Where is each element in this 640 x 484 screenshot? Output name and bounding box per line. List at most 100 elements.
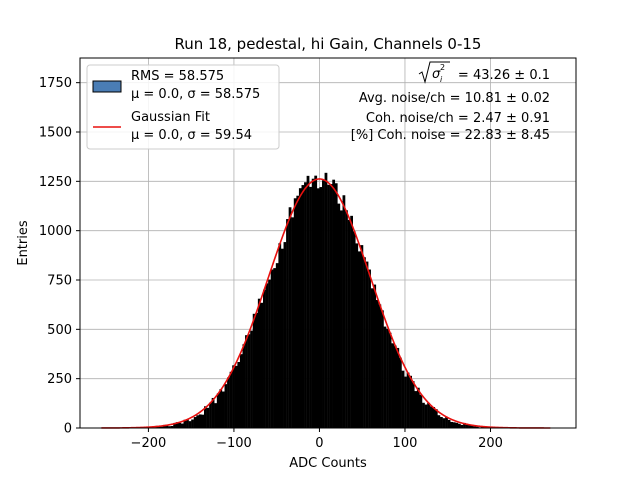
histogram-bar — [445, 417, 448, 428]
legend-label-histogram: RMS = 58.575 — [131, 69, 224, 84]
histogram-bar — [332, 180, 335, 428]
histogram-bar — [307, 176, 310, 428]
histogram-bar — [207, 408, 210, 428]
histogram-bar — [391, 343, 394, 428]
x-tick-label: −100 — [216, 436, 252, 451]
annotation-coh-noise-pct: [%] Coh. noise = 22.83 ± 8.45 — [351, 128, 550, 143]
histogram-bar — [450, 422, 453, 428]
histogram-bar — [435, 409, 438, 428]
histogram-bar — [330, 184, 333, 428]
noise-annotations: σ i 2 = 43.26 ± 0.1 Avg. noise/ch = 10.8… — [351, 62, 550, 143]
histogram-bar — [237, 362, 240, 428]
histogram-bar — [225, 384, 228, 428]
histogram-bar — [242, 344, 245, 428]
histogram-bar — [458, 424, 461, 428]
histogram-bar — [402, 371, 405, 428]
histogram-bar — [301, 185, 304, 428]
histogram-bar — [407, 373, 410, 428]
histogram-bar — [366, 262, 369, 428]
y-tick-label: 1000 — [39, 224, 72, 239]
histogram-bar — [304, 182, 307, 428]
histogram-bar — [389, 333, 392, 428]
histogram-bar — [178, 423, 181, 428]
x-tick-label: 0 — [315, 436, 323, 451]
histogram-bar — [443, 418, 446, 428]
histogram-bar — [404, 377, 407, 428]
histogram-bar — [353, 231, 356, 428]
x-axis-label: ADC Counts — [289, 456, 367, 471]
x-tick-label: 200 — [478, 436, 503, 451]
histogram-bar — [417, 388, 420, 428]
histogram-bar — [453, 422, 456, 428]
histogram-bar — [427, 403, 430, 428]
histogram-bar — [266, 283, 269, 428]
histogram-bar — [240, 354, 243, 428]
histogram-bar — [368, 270, 371, 428]
sigma-symbol: σ i 2 — [419, 62, 450, 84]
annotation-sigma-value: = 43.26 ± 0.1 — [458, 68, 550, 83]
histogram-bar — [199, 414, 202, 428]
histogram-bar — [425, 405, 428, 428]
svg-text:2: 2 — [440, 63, 445, 72]
histogram-bar — [222, 392, 225, 428]
histogram-bar — [350, 216, 353, 428]
x-tick-label: −200 — [131, 436, 167, 451]
histogram-bar — [296, 196, 299, 428]
histogram-bar — [230, 372, 233, 428]
histogram-bar — [345, 210, 348, 428]
histogram-bar — [422, 403, 425, 428]
histogram-bar — [314, 176, 317, 428]
histogram-bar — [337, 204, 340, 428]
histogram-bar — [181, 424, 184, 428]
histogram-bar — [263, 290, 266, 428]
histogram-bar — [219, 389, 222, 428]
chart-title: Run 18, pedestal, hi Gain, Channels 0-15 — [175, 35, 482, 53]
histogram-bar — [278, 243, 281, 428]
histogram-bar — [250, 331, 253, 428]
histogram-bar — [319, 187, 322, 428]
histogram-bar — [360, 245, 363, 428]
histogram-bar — [432, 407, 435, 428]
histogram-bar — [437, 415, 440, 428]
y-tick-label: 500 — [47, 323, 72, 338]
histogram-bar — [386, 329, 389, 428]
histogram-bar — [327, 185, 330, 428]
histogram-bar — [409, 376, 412, 428]
histogram-bar — [430, 406, 433, 428]
histogram-bar — [248, 334, 251, 428]
histogram-bar — [322, 180, 325, 428]
histogram-bar — [299, 188, 302, 428]
histogram-bar — [255, 313, 258, 428]
histogram-bar — [209, 403, 212, 428]
histogram-bar — [412, 381, 415, 428]
histogram-bar — [289, 207, 292, 428]
histogram-bar — [281, 249, 284, 428]
histogram-bar — [201, 415, 204, 428]
histogram-bar — [260, 303, 263, 428]
histogram-bar — [399, 358, 402, 428]
histogram-bar — [268, 280, 271, 428]
y-tick-label: 0 — [64, 422, 72, 437]
legend-label-fit: Gaussian Fit — [131, 110, 210, 125]
histogram-bar — [273, 268, 276, 428]
histogram-bar — [227, 377, 230, 428]
histogram-bar — [317, 188, 320, 428]
histogram-bar — [245, 335, 248, 428]
histogram-bar — [396, 348, 399, 428]
histogram-bar — [376, 300, 379, 428]
histogram-bar — [414, 391, 417, 428]
histogram-bar — [214, 403, 217, 428]
histogram-bar — [253, 314, 256, 428]
histogram-bar — [371, 288, 374, 428]
legend-patch-histogram — [93, 81, 121, 92]
histogram-bar — [196, 415, 199, 428]
histogram-bar — [217, 393, 220, 428]
legend: RMS = 58.575 μ = 0.0, σ = 58.575 Gaussia… — [87, 65, 279, 149]
histogram-bar — [335, 183, 338, 428]
histogram-bar — [394, 346, 397, 428]
histogram-bar — [325, 173, 328, 428]
histogram-bars — [109, 173, 550, 428]
histogram-bar — [378, 304, 381, 428]
